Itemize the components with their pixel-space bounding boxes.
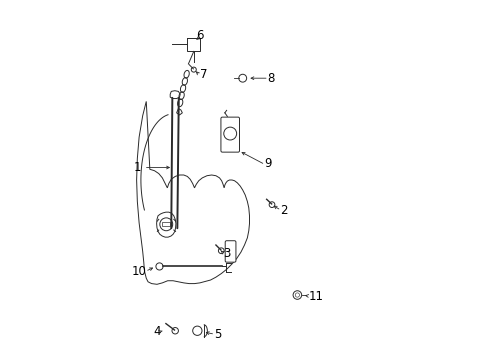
- Text: 1: 1: [133, 161, 141, 174]
- Text: 8: 8: [267, 72, 275, 85]
- Text: 5: 5: [214, 328, 221, 341]
- Bar: [162, 222, 170, 226]
- FancyBboxPatch shape: [221, 117, 239, 152]
- FancyBboxPatch shape: [225, 241, 235, 262]
- Text: 10: 10: [131, 265, 146, 278]
- Text: 4: 4: [153, 325, 160, 338]
- Text: 2: 2: [280, 204, 287, 217]
- Text: 6: 6: [196, 29, 203, 42]
- Text: 11: 11: [308, 289, 323, 303]
- Bar: [187, 38, 200, 51]
- Text: 9: 9: [264, 157, 271, 170]
- Text: 3: 3: [223, 247, 230, 260]
- Text: 7: 7: [200, 68, 207, 81]
